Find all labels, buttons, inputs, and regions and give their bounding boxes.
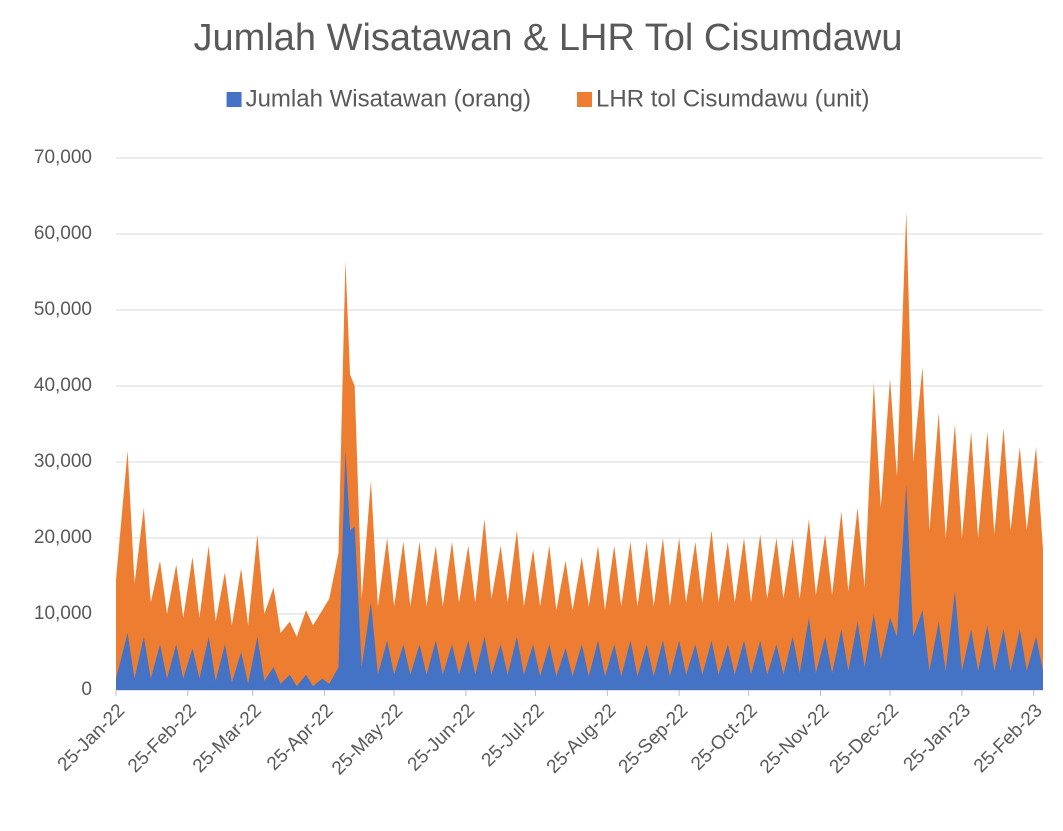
y-tick-label: 40,000 xyxy=(34,375,92,396)
x-tick-label: 25-Nov-22 xyxy=(756,700,834,778)
y-tick-label: 0 xyxy=(81,679,92,700)
x-tick-label: 25-Feb-23 xyxy=(970,700,1047,777)
y-tick-label: 20,000 xyxy=(34,527,92,548)
x-tick-label: 25-Jan-23 xyxy=(900,700,975,775)
y-tick-label: 70,000 xyxy=(34,147,92,168)
y-tick-label: 60,000 xyxy=(34,223,92,244)
legend-label: LHR tol Cisumdawu (unit) xyxy=(596,85,869,112)
x-tick-label: 25-Apr-22 xyxy=(263,700,338,775)
legend-label: Jumlah Wisatawan (orang) xyxy=(246,85,531,112)
y-tick-label: 30,000 xyxy=(34,451,92,472)
y-tick-label: 10,000 xyxy=(34,603,92,624)
x-tick-label: 25-Dec-22 xyxy=(826,700,904,778)
x-tick-label: 25-Jun-22 xyxy=(404,700,479,775)
x-tick-label: 25-Oct-22 xyxy=(687,700,762,775)
legend: Jumlah Wisatawan (orang) LHR tol Cisumdaw… xyxy=(226,85,869,112)
x-tick-label: 25-Jan-22 xyxy=(54,700,129,775)
x-tick-label: 25-Sep-22 xyxy=(615,700,693,778)
legend-swatch xyxy=(226,92,242,107)
legend-swatch xyxy=(577,92,593,107)
area xyxy=(116,450,1043,690)
y-tick-label: 50,000 xyxy=(34,299,92,320)
chart-title: Jumlah Wisatawan & LHR Tol Cisumdawu xyxy=(194,17,903,59)
x-tick-label: 25-Feb-22 xyxy=(124,700,201,777)
x-tick-label: 25-Aug-22 xyxy=(543,700,621,778)
x-tick-label: 25-May-22 xyxy=(328,700,407,779)
x-tick-label: 25-Mar-22 xyxy=(189,700,266,777)
x-tick-label: 25-Jul-22 xyxy=(478,700,549,771)
